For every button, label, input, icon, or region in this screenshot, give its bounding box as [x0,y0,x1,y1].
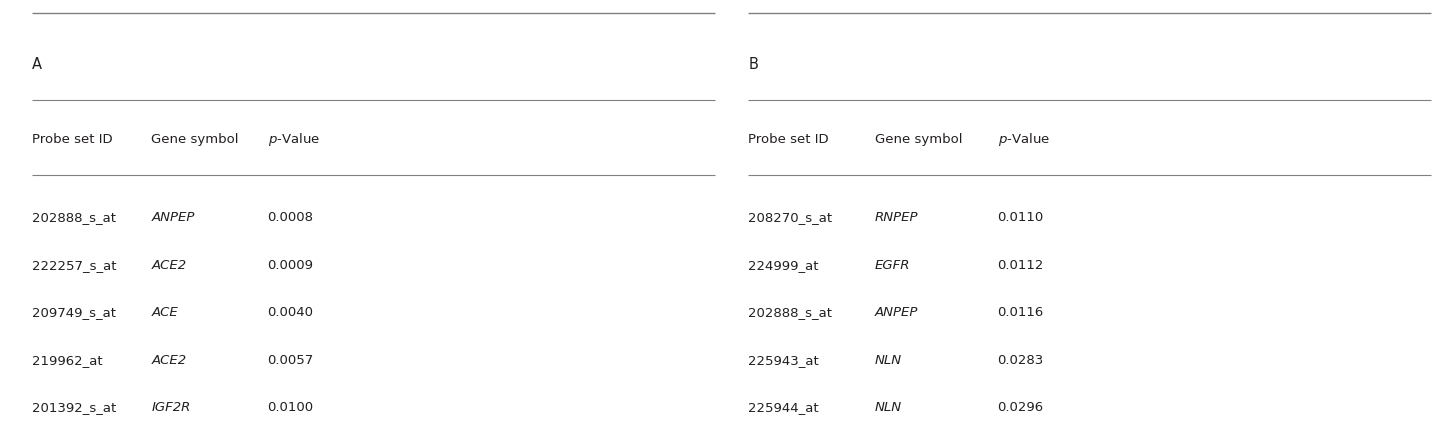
Text: 0.0296: 0.0296 [998,401,1043,414]
Text: 201392_s_at: 201392_s_at [32,401,116,414]
Text: Probe set ID: Probe set ID [32,133,112,147]
Text: Probe set ID: Probe set ID [748,133,828,147]
Text: 222257_s_at: 222257_s_at [32,258,116,272]
Text: 209749_s_at: 209749_s_at [32,306,116,319]
Text: 0.0040: 0.0040 [267,306,314,319]
Text: 0.0008: 0.0008 [267,211,314,224]
Text: RNPEP: RNPEP [875,211,918,224]
Text: Gene symbol: Gene symbol [875,133,962,147]
Text: 0.0057: 0.0057 [267,353,314,367]
Text: B: B [748,57,758,72]
Text: IGF2R: IGF2R [151,401,190,414]
Text: 0.0283: 0.0283 [998,353,1043,367]
Text: 225943_at: 225943_at [748,353,819,367]
Text: ANPEP: ANPEP [875,306,918,319]
Text: EGFR: EGFR [875,258,910,272]
Text: 0.0110: 0.0110 [998,211,1043,224]
Text: 0.0116: 0.0116 [998,306,1043,319]
Text: Gene symbol: Gene symbol [151,133,238,147]
Text: ANPEP: ANPEP [151,211,195,224]
Text: 0.0100: 0.0100 [267,401,314,414]
Text: A: A [32,57,42,72]
Text: ACE2: ACE2 [151,258,186,272]
Text: NLN: NLN [875,353,902,367]
Text: 225944_at: 225944_at [748,401,819,414]
Text: ACE: ACE [151,306,179,319]
Text: $p$-Value: $p$-Value [998,131,1049,148]
Text: 0.0112: 0.0112 [998,258,1043,272]
Text: $p$-Value: $p$-Value [267,131,320,148]
Text: 202888_s_at: 202888_s_at [748,306,833,319]
Text: NLN: NLN [875,401,902,414]
Text: 208270_s_at: 208270_s_at [748,211,833,224]
Text: 224999_at: 224999_at [748,258,819,272]
Text: 219962_at: 219962_at [32,353,103,367]
Text: 202888_s_at: 202888_s_at [32,211,116,224]
Text: ACE2: ACE2 [151,353,186,367]
Text: 0.0009: 0.0009 [267,258,314,272]
